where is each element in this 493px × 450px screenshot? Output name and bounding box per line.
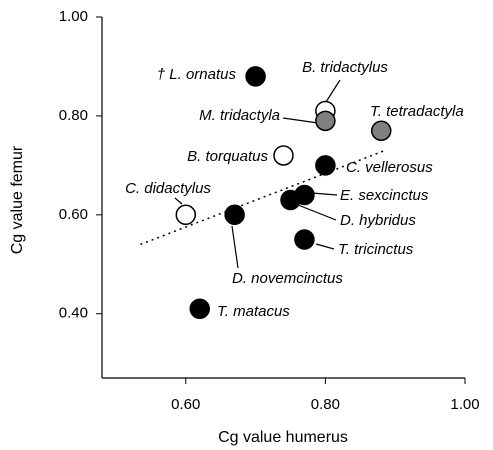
point [315, 110, 336, 132]
point [315, 155, 336, 176]
leader-line [325, 79, 341, 103]
y-tick-label: 1.00 [59, 8, 88, 25]
point-label: B. tridactylus [302, 59, 388, 76]
point-label: D. novemcinctus [232, 270, 343, 287]
point [273, 145, 294, 166]
point-label: M. tridactyla [199, 107, 280, 124]
point [189, 298, 210, 320]
point-label: C. vellerosus [346, 159, 433, 176]
leader-line [231, 225, 239, 269]
point-label: E. sexcinctus [340, 187, 429, 204]
y-tick-label: 0.80 [59, 107, 88, 124]
point [245, 66, 266, 87]
leader-line [315, 243, 335, 250]
point-label: C. didactylus [125, 180, 211, 197]
point [280, 189, 301, 211]
point-label: B. torquatus [187, 148, 268, 165]
leader-line [282, 117, 319, 124]
y-tick-label: 0.60 [59, 206, 88, 223]
point-label: T. matacus [217, 303, 290, 320]
trend-line [140, 149, 385, 246]
point [370, 120, 392, 141]
point [224, 204, 245, 226]
point-label: T. tricinctus [338, 241, 414, 258]
point-label: † L. ornatus [157, 66, 237, 83]
leader-line [311, 192, 338, 196]
x-tick-label: 0.60 [171, 396, 200, 413]
point-label: D. hybridus [340, 212, 416, 229]
x-tick-label: 0.80 [311, 396, 340, 413]
y-tick-label: 0.40 [59, 305, 88, 322]
leader-line [297, 204, 337, 221]
point [175, 204, 197, 226]
y-axis-label: Cg value femur [9, 145, 26, 254]
x-tick-label: 1.00 [450, 396, 479, 413]
x-axis-label: Cg value humerus [218, 429, 348, 446]
point-label: T. tetradactyla [370, 103, 464, 120]
leader-line [174, 197, 183, 205]
point [294, 229, 315, 250]
